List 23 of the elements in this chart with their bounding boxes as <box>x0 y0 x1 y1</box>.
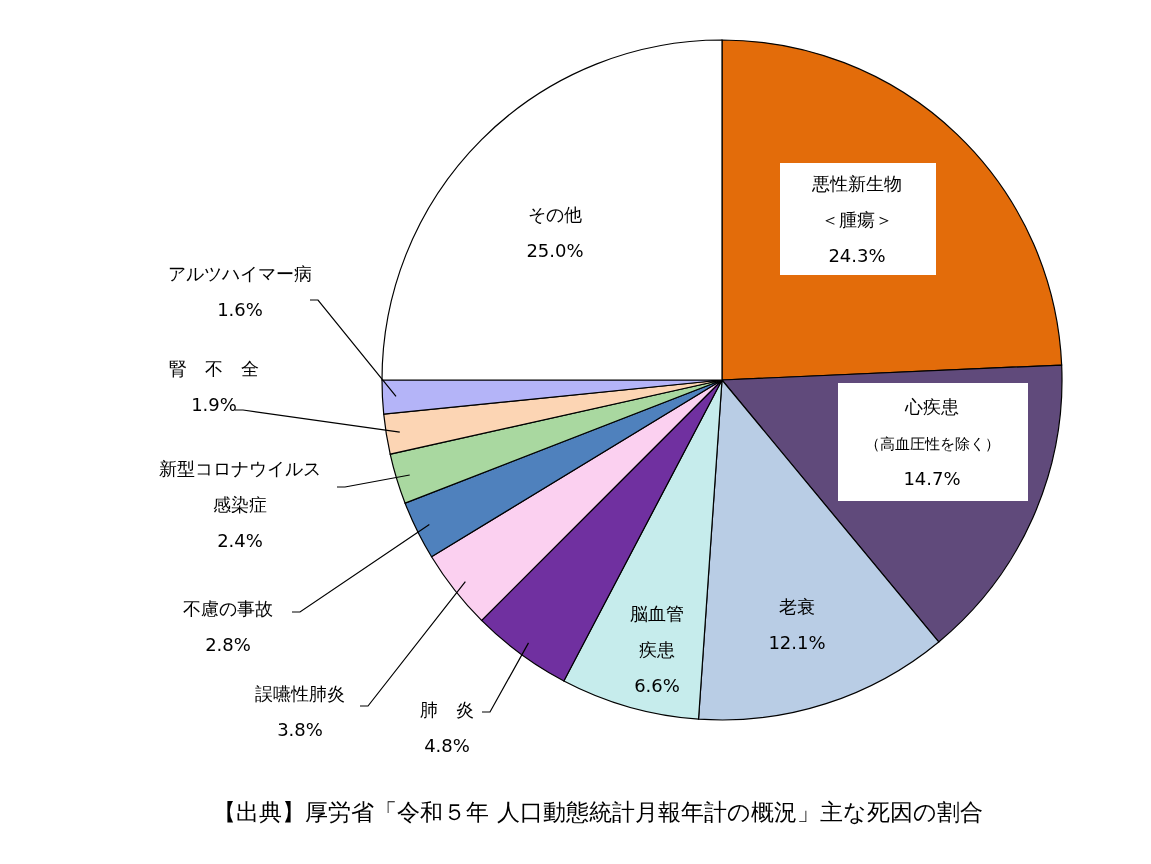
slice-label: 新型コロナウイルス感染症 <box>159 458 321 515</box>
slice-label: 心疾患（高血圧性を除く） <box>864 396 1000 453</box>
data-label: 2.8% <box>205 634 251 655</box>
data-label: 14.7% <box>903 468 961 489</box>
data-label: 2.4% <box>217 530 263 551</box>
slice-label: 不慮の事故 <box>183 598 273 619</box>
data-label: 25.0% <box>526 240 584 261</box>
data-label: 12.1% <box>768 632 826 653</box>
slice-label: その他 <box>528 204 582 225</box>
data-label: 4.8% <box>424 735 470 756</box>
text: 【出典】厚労省「令和５年 人口動態統計月報年計の概況」主な死因の割合 <box>213 799 983 825</box>
slice-label: 老衰 <box>779 596 815 617</box>
slice-label: 悪性新生物＜腫瘍＞ <box>811 173 902 230</box>
slice-label: 誤嚥性肺炎 <box>255 683 345 704</box>
data-label: 1.6% <box>217 299 263 320</box>
slice-label: 腎 不 全 <box>169 358 259 379</box>
data-label: 24.3% <box>828 245 886 266</box>
slice-label: 肺 炎 <box>420 699 474 720</box>
data-label: 3.8% <box>277 719 323 740</box>
slice-label: アルツハイマー病 <box>168 263 312 284</box>
data-label: 1.9% <box>191 394 237 415</box>
data-label: 6.6% <box>634 675 680 696</box>
slice-label: 脳血管疾患 <box>630 603 684 660</box>
